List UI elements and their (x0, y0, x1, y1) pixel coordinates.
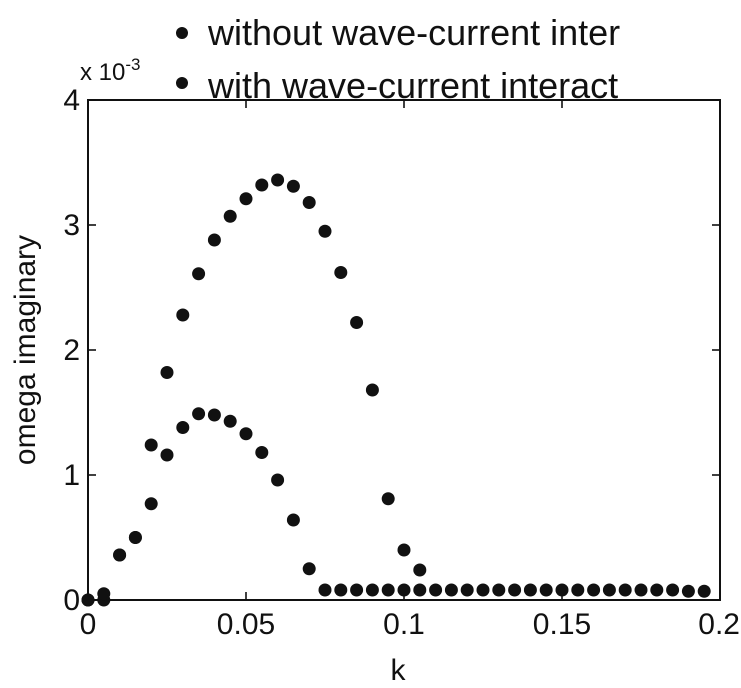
y-axis-multiplier-base: x 10 (80, 59, 125, 86)
data-point (697, 584, 711, 598)
data-point (334, 583, 348, 597)
data-point (207, 233, 221, 247)
data-point (397, 583, 411, 597)
data-point (176, 421, 190, 434)
series-0 (81, 407, 711, 607)
data-point (286, 513, 300, 527)
data-point (302, 562, 316, 576)
data-point (318, 224, 332, 238)
plot-area (87, 99, 721, 601)
y-tick-label: 1 (63, 459, 80, 492)
data-point (460, 583, 474, 597)
legend-marker-with (176, 77, 188, 89)
data-point (318, 583, 332, 597)
data-point (650, 583, 664, 597)
data-point (192, 407, 206, 421)
plot-frame (87, 99, 721, 601)
data-point (239, 192, 253, 206)
data-point (239, 427, 253, 441)
data-point (192, 267, 206, 281)
data-point (223, 414, 237, 428)
data-point (223, 209, 237, 223)
data-point (476, 583, 490, 597)
x-tick-label: 0.1 (383, 608, 425, 641)
data-point (271, 173, 285, 187)
data-point (302, 196, 316, 209)
data-point (334, 266, 348, 279)
data-point (555, 583, 569, 597)
y-tick-label: 2 (63, 334, 80, 367)
x-axis: 0 0.05 0.1 0.15 0.2 (80, 100, 740, 641)
data-point (350, 583, 364, 597)
data-point (634, 583, 648, 597)
x-tick-label: 0.15 (533, 608, 591, 641)
data-point (350, 316, 364, 329)
data-point (365, 583, 379, 597)
data-point (397, 543, 411, 557)
series-1 (81, 173, 427, 607)
data-point (681, 584, 695, 598)
data-point (128, 531, 142, 544)
data-point (365, 383, 379, 397)
data-point (207, 408, 221, 422)
data-point (492, 583, 506, 597)
y-axis: 0 1 2 3 4 (63, 84, 720, 617)
y-axis-label: omega imaginary (9, 235, 42, 465)
legend-label-without: without wave-current inter (207, 12, 620, 53)
y-tick-label: 4 (63, 84, 80, 117)
data-point (286, 179, 300, 193)
data-point (255, 446, 269, 459)
data-point (618, 583, 632, 597)
data-point (444, 583, 458, 597)
data-point (587, 583, 601, 597)
data-point (81, 593, 95, 607)
data-point (539, 583, 553, 597)
data-point (381, 492, 395, 506)
legend-marker-without (176, 27, 188, 39)
data-point (271, 473, 285, 487)
y-axis-multiplier-exponent: -3 (125, 55, 140, 74)
x-axis-label: k (391, 654, 407, 687)
data-point (255, 178, 269, 192)
data-point (429, 583, 443, 597)
x-tick-label: 0.2 (698, 608, 740, 641)
y-axis-multiplier: x 10-3 (80, 55, 141, 86)
data-point (113, 548, 127, 562)
data-point (144, 438, 158, 452)
data-point (160, 448, 174, 462)
data-point (160, 366, 174, 379)
data-point (413, 583, 427, 597)
data-point (381, 583, 395, 597)
data-point (413, 563, 427, 577)
data-point (666, 583, 680, 597)
data-point (523, 583, 537, 597)
data-point (602, 583, 616, 597)
y-tick-label: 3 (63, 209, 80, 242)
x-tick-label: 0 (80, 608, 97, 641)
data-point (144, 497, 158, 511)
x-tick-label: 0.05 (217, 608, 275, 641)
data-point (508, 583, 522, 597)
data-points (81, 173, 711, 607)
y-tick-label: 0 (63, 584, 80, 617)
data-point (176, 308, 190, 322)
data-point (97, 587, 111, 601)
data-point (571, 583, 585, 597)
legend: without wave-current inter with wave-cur… (176, 12, 620, 106)
